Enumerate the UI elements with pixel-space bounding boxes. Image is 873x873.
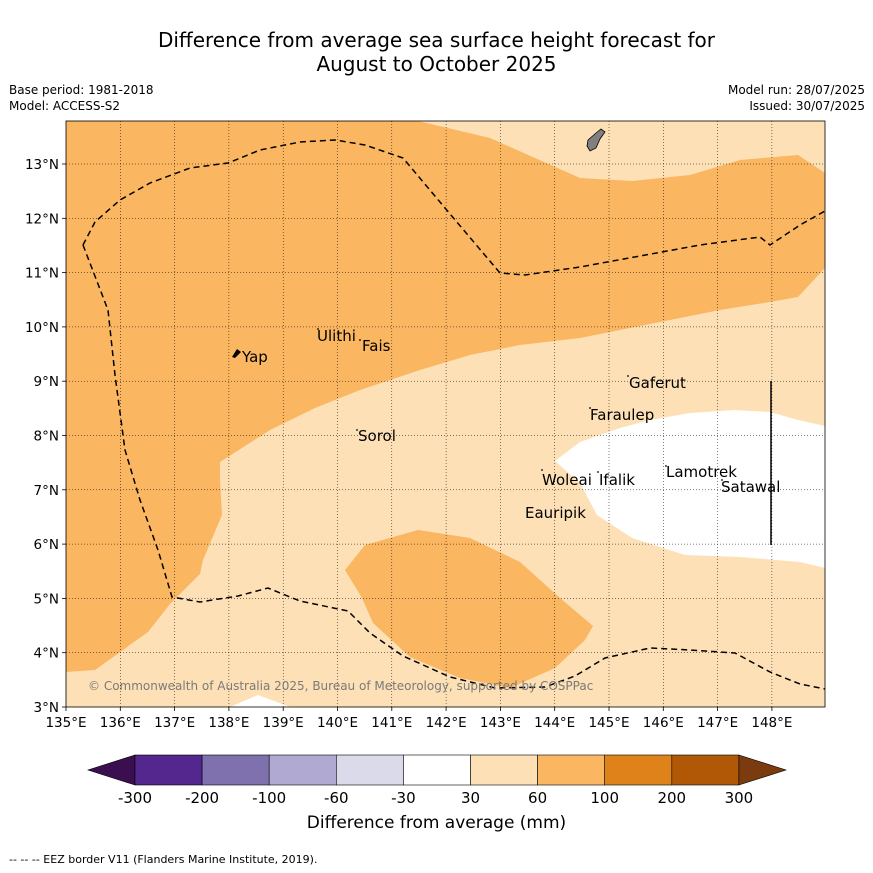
- fais-island-icon: [359, 339, 361, 341]
- colorbar-tick-label: -200: [185, 789, 219, 807]
- anomaly-60-100-south-region: [345, 530, 593, 688]
- latitude-tick-label: 3°N: [34, 700, 59, 716]
- woleai-island-icon: [541, 469, 543, 471]
- anomaly-60-100-north-region: [66, 121, 825, 672]
- longitude-tick-label: 141°E: [371, 715, 412, 731]
- colorbar-tick-label: -30: [391, 789, 416, 807]
- longitude-tick-label: 136°E: [100, 715, 141, 731]
- latitude-tick-label: 7°N: [34, 483, 59, 499]
- latitude-tick-label: 11°N: [25, 266, 59, 282]
- colorbar-tick-label: 300: [725, 789, 754, 807]
- colorbar-segment: [537, 754, 605, 786]
- satawal-island-icon: [721, 479, 723, 481]
- latitude-tick-labels: 3°N 4°N 5°N 6°N 7°N 8°N 9°N 10°N 11°N 12°N 13°N: [25, 157, 59, 716]
- place-label: Faraulep: [590, 406, 654, 424]
- model-run: Model run: 28/07/2025: [727, 83, 865, 97]
- longitude-tick-label: 143°E: [480, 715, 521, 731]
- latitude-tick-label: 9°N: [34, 374, 59, 390]
- meta-right: Model run: 28/07/2025 Issued: 30/07/2025: [728, 82, 865, 114]
- latitude-tick-label: 4°N: [34, 646, 59, 662]
- longitude-tick-label: 147°E: [697, 715, 738, 731]
- chart-title: Difference from average sea surface heig…: [0, 28, 873, 76]
- colorbar-tick-label: 100: [590, 789, 619, 807]
- issued-date: Issued: 30/07/2025: [749, 99, 865, 113]
- eez-border-line: [82, 139, 826, 690]
- copyright-notice: © Commonwealth of Australia 2025, Bureau…: [88, 679, 593, 693]
- colorbar-high-extend: [738, 754, 787, 786]
- place-label: Satawal: [721, 478, 780, 496]
- longitude-tick-label: 135°E: [45, 715, 86, 731]
- longitude-tick-label: 140°E: [317, 715, 358, 731]
- longitude-tick-labels: 135°E 136°E 137°E 138°E 139°E 140°E 141°E 142°E…: [45, 715, 792, 731]
- graticule: [62, 121, 825, 711]
- place-label: Gaferut: [629, 374, 686, 392]
- islands: [232, 128, 723, 481]
- model-name: Model: ACCESS-S2: [9, 99, 121, 113]
- place-label: Ulithi: [317, 327, 356, 345]
- longitude-tick-label: 138°E: [208, 715, 249, 731]
- longitude-tick-label: 144°E: [534, 715, 575, 731]
- longitude-tick-label: 137°E: [154, 715, 195, 731]
- yap-island-icon: [232, 349, 241, 358]
- map-plot-area: [66, 121, 825, 707]
- eez-legend-note: -- -- -- EEZ border V11 (Flanders Marine…: [9, 853, 318, 866]
- latitude-tick-label: 13°N: [25, 157, 59, 173]
- colorbar: -300 -200 -100 -60 -30 30 60 100 200 300: [87, 754, 787, 807]
- place-label: Sorol: [358, 427, 396, 445]
- colorbar-segment: [201, 754, 270, 786]
- anomaly-neutral-region: [555, 410, 825, 568]
- sorol-island-icon: [356, 429, 358, 431]
- colorbar-segment: [268, 754, 337, 786]
- guam-island-icon: [586, 128, 606, 152]
- colorbar-segment: [403, 754, 471, 786]
- colorbar-tick-label: 200: [657, 789, 686, 807]
- colorbar-tick-label: -100: [252, 789, 286, 807]
- place-label: Lamotrek: [666, 463, 737, 481]
- colorbar-segment: [134, 754, 203, 786]
- place-label: Woleai: [542, 471, 592, 489]
- colorbar-tick-label: 60: [528, 789, 547, 807]
- colorbar-segment: [671, 754, 740, 786]
- latitude-tick-label: 6°N: [34, 537, 59, 553]
- colorbar-tick-label: 30: [461, 789, 480, 807]
- latitude-tick-label: 8°N: [34, 429, 59, 445]
- ulithi-island-icon: [317, 328, 319, 330]
- place-label: Eauripik: [525, 504, 586, 522]
- longitude-tick-label: 148°E: [751, 715, 792, 731]
- colorbar-title: Difference from average (mm): [306, 813, 567, 833]
- colorbar-tick-label: -60: [324, 789, 349, 807]
- map-frame: [65, 120, 826, 708]
- place-label: Yap: [241, 348, 268, 366]
- lamotrek-island-icon: [665, 465, 667, 467]
- place-label: Fais: [362, 337, 391, 355]
- longitude-tick-label: 142°E: [426, 715, 467, 731]
- meta-left: Base period: 1981-2018 Model: ACCESS-S2: [9, 82, 154, 114]
- place-label: Ifalik: [599, 471, 635, 489]
- gaferut-island-icon: [627, 375, 629, 377]
- colorbar-segment: [335, 754, 404, 786]
- longitude-tick-label: 139°E: [263, 715, 304, 731]
- colorbar-tick-label: -300: [118, 789, 152, 807]
- place-labels: Yap Ulithi Fais Sorol Gaferut Faraulep W…: [241, 327, 780, 522]
- colorbar-low-extend: [87, 754, 136, 786]
- latitude-tick-label: 10°N: [25, 320, 59, 336]
- latitude-tick-label: 12°N: [25, 211, 59, 227]
- base-period: Base period: 1981-2018: [9, 83, 154, 97]
- colorbar-segment: [604, 754, 673, 786]
- latitude-tick-label: 5°N: [34, 591, 59, 607]
- title-line-2: August to October 2025: [316, 52, 557, 76]
- anomaly-neutral-corner: [230, 695, 290, 707]
- ifalik-island-icon: [597, 471, 599, 473]
- title-line-1: Difference from average sea surface heig…: [157, 28, 716, 52]
- longitude-tick-label: 145°E: [588, 715, 629, 731]
- longitude-tick-label: 146°E: [643, 715, 684, 731]
- colorbar-segment: [470, 754, 538, 786]
- faraulep-island-icon: [589, 407, 591, 409]
